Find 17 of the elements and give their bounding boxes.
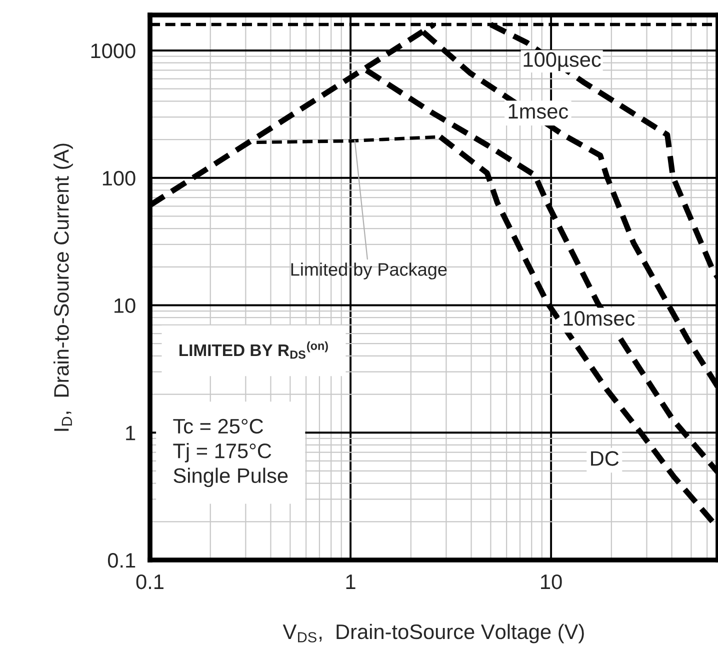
x-axis-title: V$_{DS}$, Drain-toSource Voltage (V) (282, 624, 584, 644)
y-tick-label: 0.1 (108, 553, 136, 568)
annotation: LIMITED BY R$_{DS}$$^{(on)}$ (180, 341, 328, 359)
y-tick-label: 100 (102, 170, 136, 186)
x-tick-label: 1 (346, 574, 356, 589)
x-tick-label: 10 (541, 574, 562, 590)
annotation: Tc = 25°C Tj = 175°C Single Pulse (173, 418, 288, 488)
annotation: Limited by Package (291, 262, 447, 280)
y-tick-label: 1000 (91, 44, 136, 58)
y-tick-label: 10 (114, 298, 136, 314)
annotation: DC (591, 451, 619, 466)
y-tick-label: 1 (126, 426, 136, 440)
annotation: 1msec (508, 104, 568, 119)
x-tick-label: 0.1 (136, 574, 164, 590)
annotation: 100µsec (524, 52, 601, 72)
annotation: 10msec (564, 311, 635, 326)
y-axis-title: I$_{D}$, Drain-to-Source Current (A) (54, 144, 73, 431)
